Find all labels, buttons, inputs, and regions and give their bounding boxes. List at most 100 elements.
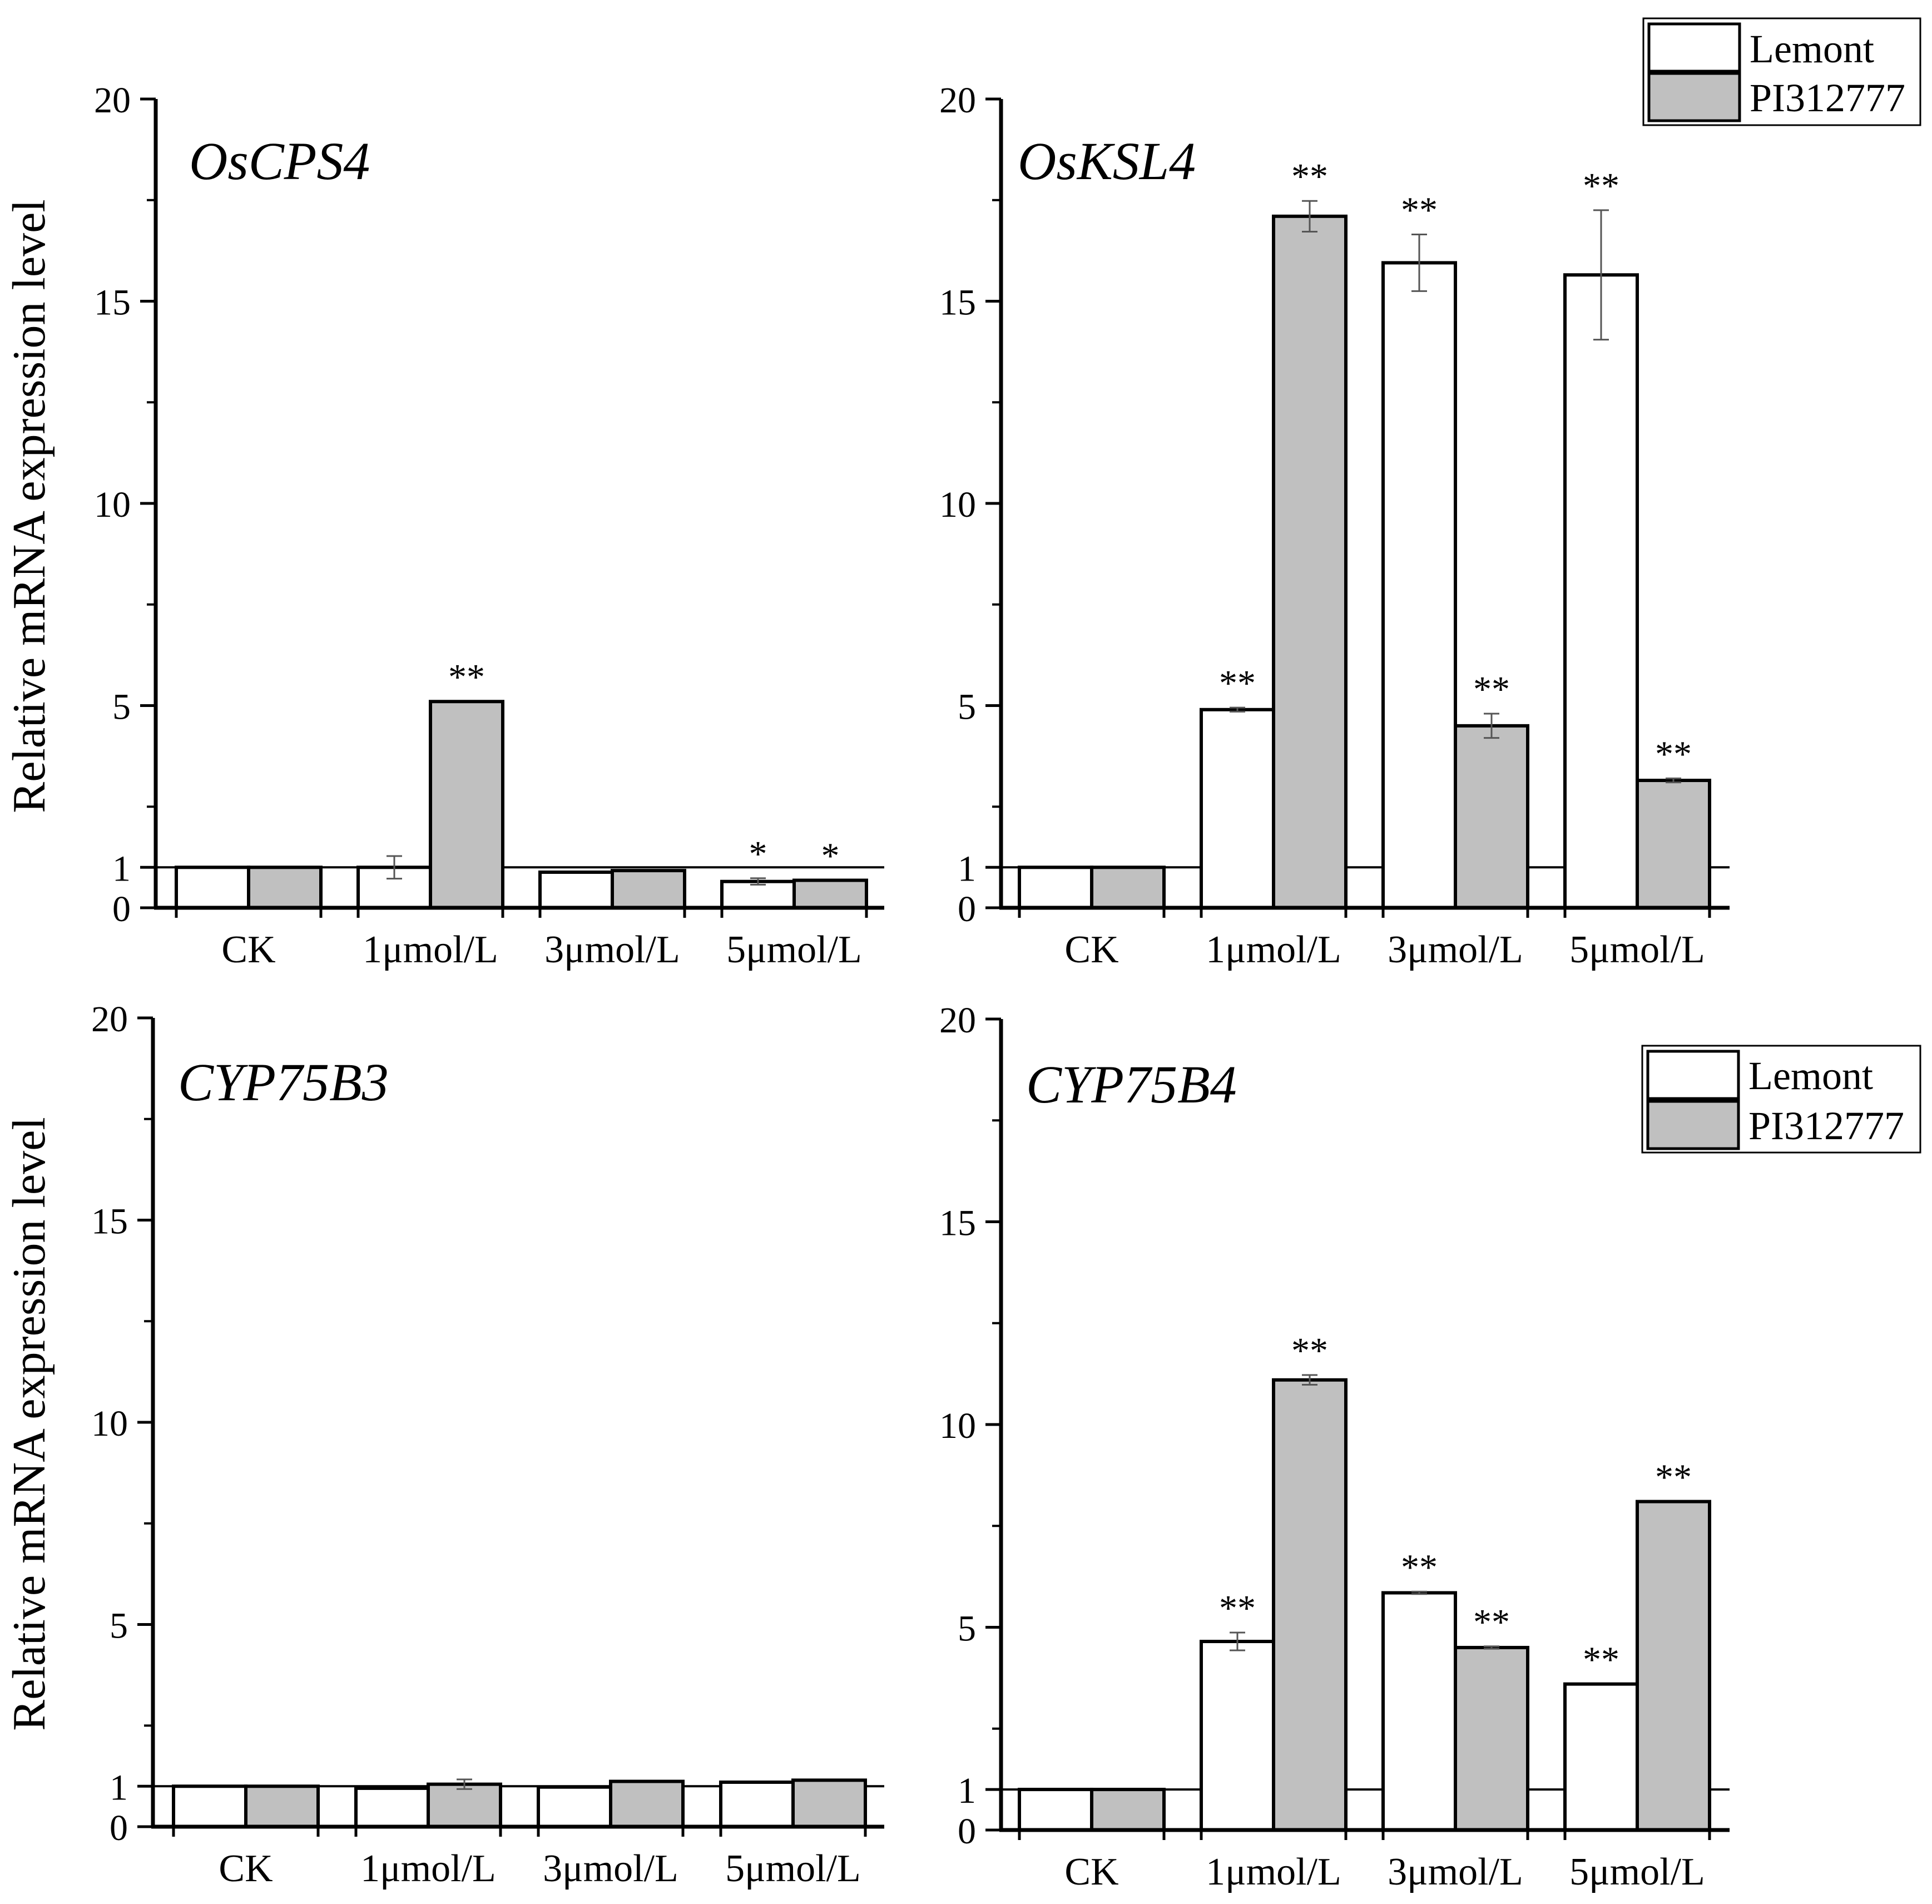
panel-title: OsKSL4 (1018, 131, 1196, 191)
x-tick-label: 1μmol/L (360, 1847, 496, 1890)
y-tick-label: 5 (110, 1606, 128, 1646)
y-axis-label-top: Relative mRNA expression level (3, 199, 55, 813)
y-tick-label: 1 (110, 1767, 128, 1808)
legend-label-lemont: Lemont (1750, 27, 1874, 71)
x-tick-label: 1μmol/L (1206, 1851, 1341, 1893)
y-tick-label: 20 (939, 1000, 976, 1041)
legend-swatch-pi312777 (1647, 72, 1741, 122)
significance-mark: ** (1401, 1547, 1438, 1588)
y-tick-label: 10 (91, 1403, 128, 1444)
bar-lemont-5-mol-l (1563, 1682, 1639, 1832)
significance-mark: ** (1473, 1602, 1510, 1643)
bar-pi312777-ck (1090, 866, 1166, 910)
panel-cyp75b4: CYP75B4 CK ** ** 1μmol/L ** ** 3μmol/L ** ** 5μmol… (939, 1000, 1730, 1893)
significance-mark: ** (1583, 166, 1619, 206)
y-tick-label: 0 (110, 1808, 128, 1848)
y-tick-label: 20 (91, 999, 128, 1040)
bar-pi312777-5-mol-l (1636, 1500, 1711, 1832)
x-tick-label: 5μmol/L (726, 928, 862, 971)
x-tick-label: CK (219, 1847, 273, 1890)
y-axis-label-bottom: Relative mRNA expression level (3, 1117, 55, 1730)
y-tick-label: 5 (958, 687, 976, 728)
x-tick-label: 3μmol/L (1388, 1851, 1523, 1893)
bar-pi312777-3-mol-l (611, 869, 686, 909)
bar-lemont-3-mol-l (538, 871, 614, 910)
bar-lemont-1-mol-l (354, 1786, 430, 1829)
bar-pi312777-5-mol-l (1636, 778, 1711, 909)
y-tick-label: 10 (939, 1406, 976, 1446)
y-tick-label: 15 (939, 283, 976, 323)
x-tick-label: CK (221, 928, 275, 971)
y-tick-label: 15 (939, 1203, 976, 1244)
y-tick-label: 0 (958, 1811, 976, 1852)
bar-pi312777-1-mol-l (427, 1782, 502, 1829)
panel-title: OsCPS4 (189, 131, 370, 191)
bar-pi312777-ck (247, 866, 323, 910)
y-tick-label: 5 (112, 687, 131, 728)
legend-swatch-lemont (1646, 1050, 1740, 1100)
significance-mark: ** (1655, 734, 1692, 774)
bar-lemont-3-mol-l (537, 1785, 612, 1828)
bar-pi312777-5-mol-l (791, 1778, 867, 1829)
y-tick-label: 15 (91, 1201, 128, 1242)
significance-mark: * (821, 836, 840, 877)
legend-label-lemont: Lemont (1748, 1054, 1873, 1098)
bar-lemont-ck (172, 1784, 247, 1829)
y-tick-label: 1 (958, 848, 976, 889)
bar-lemont-3-mol-l (1381, 1591, 1457, 1832)
bar-lemont-5-mol-l (719, 1781, 795, 1829)
y-tick-label: 10 (94, 484, 131, 525)
significance-mark: ** (1291, 156, 1328, 197)
y-tick-label: 0 (112, 889, 131, 929)
panel-osksl4: OsKSL4 CK ** ** 1μmol/L ** ** 3μmol/L ** ** 5μmol/… (939, 80, 1730, 971)
significance-mark: ** (1219, 663, 1256, 704)
x-tick-label: 5μmol/L (1569, 928, 1705, 971)
y-tick-label: 1 (958, 1771, 976, 1811)
significance-mark: * (749, 834, 767, 874)
bar-lemont-ck (175, 866, 250, 910)
panel-cyp75b3: CYP75B3 CK 1μmol/L 3μmol/L 5μmol/L 20 15 10 5 10 (91, 999, 884, 1890)
x-tick-label: 5μmol/L (1569, 1851, 1705, 1893)
bar-lemont-ck (1018, 1788, 1093, 1832)
bar-lemont-5-mol-l (1563, 273, 1639, 909)
panel-title: CYP75B3 (178, 1052, 389, 1112)
x-tick-label: 1μmol/L (363, 928, 498, 971)
y-tick-label: 20 (939, 80, 976, 121)
bar-pi312777-1-mol-l (429, 700, 504, 909)
y-tick-label: 0 (958, 889, 976, 929)
bar-lemont-1-mol-l (1200, 1640, 1275, 1832)
y-tick-label: 20 (94, 80, 131, 121)
y-tick-label: 10 (939, 484, 976, 525)
legend-label-pi312777: PI312777 (1748, 1104, 1904, 1148)
significance-mark: ** (1655, 1457, 1692, 1498)
bar-pi312777-ck (1090, 1788, 1166, 1832)
legend-swatch-pi312777 (1646, 1100, 1740, 1150)
x-tick-label: 1μmol/L (1206, 928, 1341, 971)
x-tick-label: CK (1064, 1851, 1118, 1893)
y-tick-label: 5 (958, 1609, 976, 1649)
bar-pi312777-1-mol-l (1272, 214, 1348, 910)
legend-swatch-lemont (1647, 22, 1741, 73)
bar-pi312777-3-mol-l (1454, 724, 1529, 909)
y-tick-label: 1 (112, 848, 131, 889)
bar-lemont-1-mol-l (1200, 708, 1275, 910)
bar-lemont-3-mol-l (1381, 261, 1457, 909)
significance-mark: ** (448, 657, 485, 698)
significance-mark: ** (1219, 1588, 1256, 1629)
bar-pi312777-3-mol-l (609, 1779, 685, 1828)
legend-top: Lemont PI312777 (1642, 17, 1921, 126)
legend-bottom: Lemont PI312777 (1641, 1045, 1921, 1154)
bar-pi312777-ck (244, 1784, 320, 1829)
y-tick-label: 15 (94, 283, 131, 323)
x-tick-label: 3μmol/L (544, 928, 680, 971)
significance-mark: ** (1583, 1640, 1619, 1680)
bar-pi312777-1-mol-l (1272, 1378, 1348, 1832)
x-tick-label: CK (1064, 928, 1118, 971)
bar-pi312777-3-mol-l (1454, 1645, 1529, 1832)
significance-mark: ** (1473, 669, 1510, 710)
panel-title: CYP75B4 (1026, 1055, 1237, 1114)
x-tick-label: 3μmol/L (543, 1847, 678, 1890)
